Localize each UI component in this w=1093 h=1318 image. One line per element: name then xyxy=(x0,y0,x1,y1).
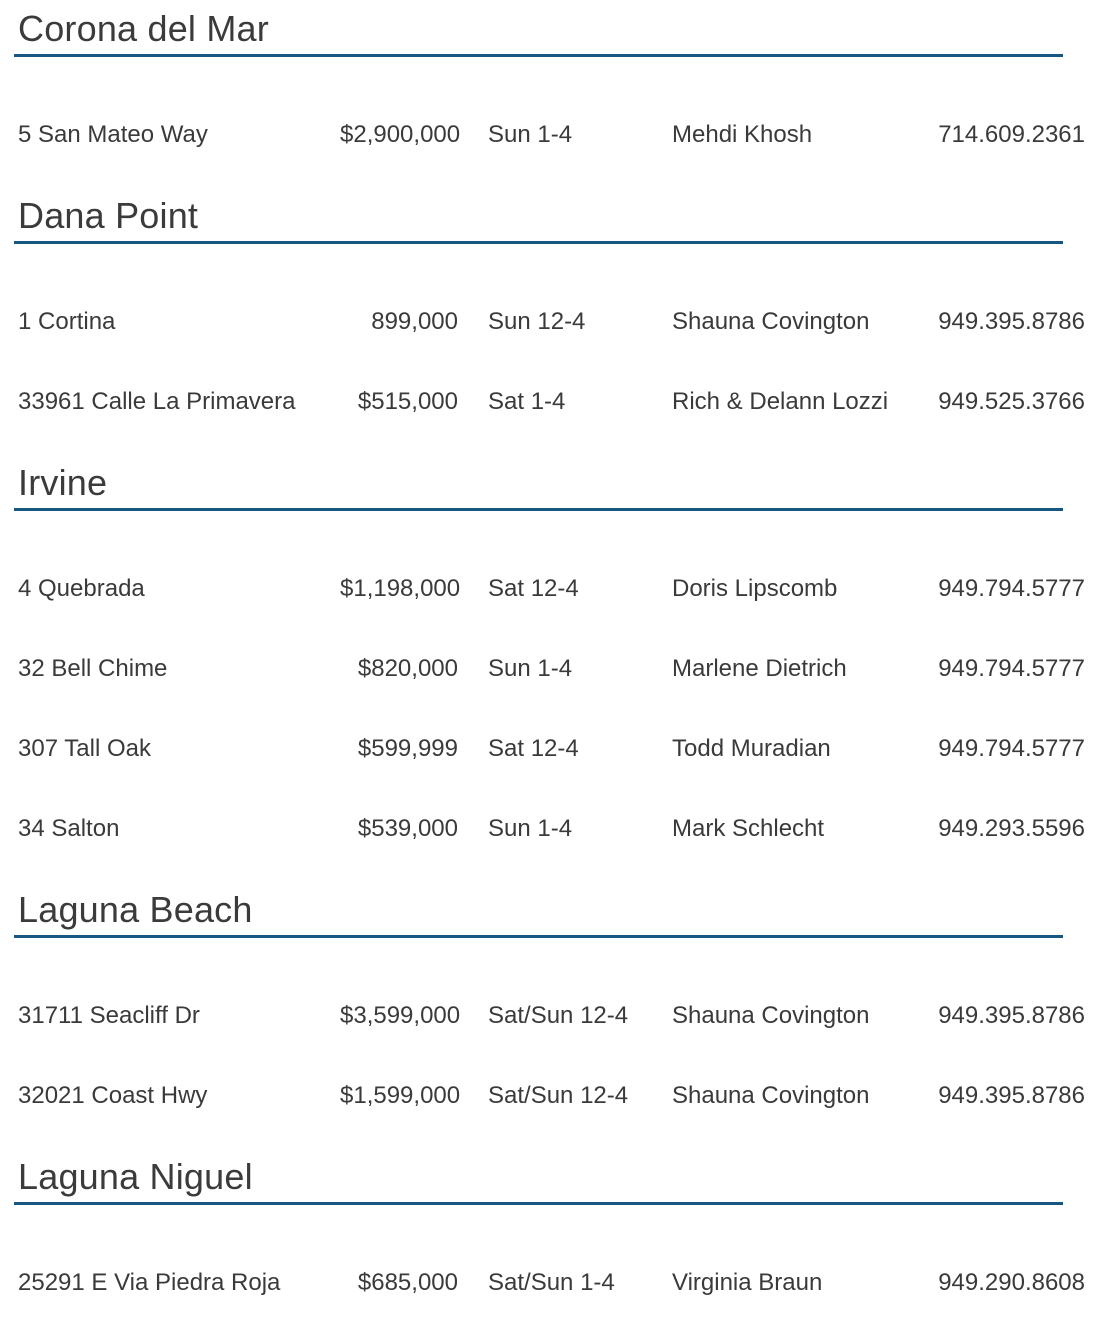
city-heading: Laguna Niguel xyxy=(14,1156,1063,1205)
city-section: Dana Point 1 Cortina 899,000 Sun 12-4 Sh… xyxy=(0,195,1093,416)
listing-row: 5 San Mateo Way $2,900,000 Sun 1-4 Mehdi… xyxy=(0,121,1093,149)
listing-open-time: Sun 1-4 xyxy=(488,815,573,842)
listing-price: $820,000 xyxy=(357,655,458,682)
listing-open-time: Sat/Sun 12-4 xyxy=(488,1002,629,1029)
listing-agent: Virginia Braun xyxy=(672,1269,823,1296)
listing-address: 32021 Coast Hwy xyxy=(18,1082,208,1109)
listing-price: $3,599,000 xyxy=(340,1002,461,1029)
listing-row: 31711 Seacliff Dr $3,599,000 Sat/Sun 12-… xyxy=(0,1002,1093,1030)
listing-address: 33961 Calle La Primavera xyxy=(18,388,296,415)
listing-agent: Todd Muradian xyxy=(672,735,831,762)
city-section: Laguna Beach 31711 Seacliff Dr $3,599,00… xyxy=(0,889,1093,1110)
listing-phone: 949.290.8608 xyxy=(938,1269,1085,1296)
city-heading: Irvine xyxy=(14,462,1063,511)
listing-rows: 25291 E Via Piedra Roja $685,000 Sat/Sun… xyxy=(0,1269,1093,1297)
listing-phone: 949.794.5777 xyxy=(938,655,1085,682)
city-section: Laguna Niguel 25291 E Via Piedra Roja $6… xyxy=(0,1156,1093,1297)
listing-address: 5 San Mateo Way xyxy=(18,121,208,148)
listing-agent: Mark Schlecht xyxy=(672,815,825,842)
city-heading: Dana Point xyxy=(14,195,1063,244)
listing-phone: 949.794.5777 xyxy=(938,735,1085,762)
listing-address: 32 Bell Chime xyxy=(18,655,168,682)
listing-price: $515,000 xyxy=(357,388,458,415)
listing-phone: 949.395.8786 xyxy=(938,1082,1085,1109)
listing-phone: 714.609.2361 xyxy=(938,121,1085,148)
listing-rows: 31711 Seacliff Dr $3,599,000 Sat/Sun 12-… xyxy=(0,1002,1093,1110)
listing-price: 899,000 xyxy=(371,308,458,335)
listing-row: 32021 Coast Hwy $1,599,000 Sat/Sun 12-4 … xyxy=(0,1082,1093,1110)
listing-agent: Shauna Covington xyxy=(672,1002,870,1029)
listing-row: 4 Quebrada $1,198,000 Sat 12-4 Doris Lip… xyxy=(0,575,1093,603)
listing-price: $1,599,000 xyxy=(340,1082,461,1109)
listing-agent: Shauna Covington xyxy=(672,1082,870,1109)
listing-rows: 1 Cortina 899,000 Sun 12-4 Shauna Coving… xyxy=(0,308,1093,416)
listing-address: 25291 E Via Piedra Roja xyxy=(18,1269,281,1296)
listing-open-time: Sat/Sun 12-4 xyxy=(488,1082,629,1109)
listing-address: 4 Quebrada xyxy=(18,575,145,602)
listing-agent: Marlene Dietrich xyxy=(672,655,847,682)
listing-phone: 949.794.5777 xyxy=(938,575,1085,602)
city-heading: Corona del Mar xyxy=(14,8,1063,57)
listing-open-time: Sun 12-4 xyxy=(488,308,586,335)
listing-address: 1 Cortina xyxy=(18,308,116,335)
listing-agent: Mehdi Khosh xyxy=(672,121,813,148)
listing-open-time: Sat 12-4 xyxy=(488,575,579,602)
listing-agent: Shauna Covington xyxy=(672,308,870,335)
listing-open-time: Sat/Sun 1-4 xyxy=(488,1269,615,1296)
listing-open-time: Sat 1-4 xyxy=(488,388,566,415)
city-heading: Laguna Beach xyxy=(14,889,1063,938)
listing-phone: 949.395.8786 xyxy=(938,308,1085,335)
listing-rows: 4 Quebrada $1,198,000 Sat 12-4 Doris Lip… xyxy=(0,575,1093,843)
listing-row: 33961 Calle La Primavera $515,000 Sat 1-… xyxy=(0,388,1093,416)
listing-price: $1,198,000 xyxy=(340,575,461,602)
listing-address: 34 Salton xyxy=(18,815,120,842)
listing-phone: 949.293.5596 xyxy=(938,815,1085,842)
listing-address: 307 Tall Oak xyxy=(18,735,151,762)
listing-open-time: Sun 1-4 xyxy=(488,121,573,148)
listing-agent: Doris Lipscomb xyxy=(672,575,838,602)
listing-price: $599,999 xyxy=(357,735,458,762)
listing-open-time: Sun 1-4 xyxy=(488,655,573,682)
city-section: Irvine 4 Quebrada $1,198,000 Sat 12-4 Do… xyxy=(0,462,1093,843)
listing-row: 1 Cortina 899,000 Sun 12-4 Shauna Coving… xyxy=(0,308,1093,336)
listing-open-time: Sat 12-4 xyxy=(488,735,579,762)
listing-phone: 949.525.3766 xyxy=(938,388,1085,415)
listing-row: 32 Bell Chime $820,000 Sun 1-4 Marlene D… xyxy=(0,655,1093,683)
listing-phone: 949.395.8786 xyxy=(938,1002,1085,1029)
listing-price: $685,000 xyxy=(357,1269,458,1296)
listing-row: 25291 E Via Piedra Roja $685,000 Sat/Sun… xyxy=(0,1269,1093,1297)
listing-address: 31711 Seacliff Dr xyxy=(18,1002,200,1029)
listing-row: 34 Salton $539,000 Sun 1-4 Mark Schlecht… xyxy=(0,815,1093,843)
listing-price: $539,000 xyxy=(357,815,458,842)
listing-rows: 5 San Mateo Way $2,900,000 Sun 1-4 Mehdi… xyxy=(0,121,1093,149)
city-section: Corona del Mar 5 San Mateo Way $2,900,00… xyxy=(0,8,1093,149)
listing-price: $2,900,000 xyxy=(340,121,461,148)
listing-row: 307 Tall Oak $599,999 Sat 12-4 Todd Mura… xyxy=(0,735,1093,763)
listing-agent: Rich & Delann Lozzi xyxy=(672,388,889,415)
